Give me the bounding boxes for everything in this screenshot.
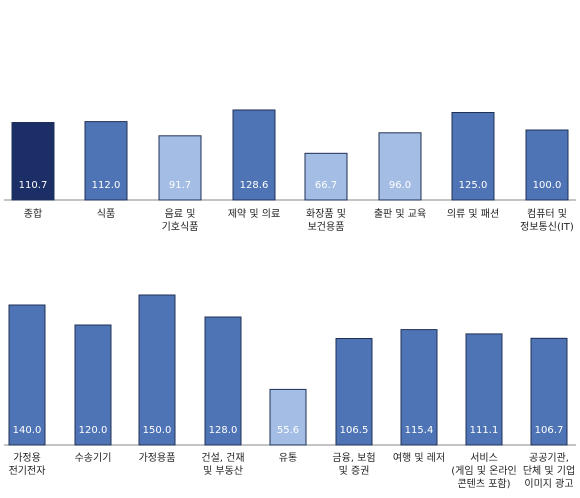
bar: [8, 304, 46, 446]
data-label: 111.1: [470, 425, 499, 436]
category-label: 출판 및 교육: [374, 208, 426, 220]
data-label: 128.0: [209, 425, 238, 436]
data-label: 120.0: [79, 425, 108, 436]
category-label: 여행 및 레저: [393, 452, 445, 464]
bar: [465, 333, 503, 446]
bar: [451, 112, 495, 201]
data-label: 106.7: [535, 425, 564, 436]
data-label: 125.0: [459, 180, 488, 191]
category-label: 수송기기: [75, 452, 112, 464]
category-label: 금융, 보험 및 증권: [332, 452, 375, 477]
data-label: 140.0: [13, 425, 42, 436]
bar: [84, 121, 128, 201]
bar: [232, 109, 276, 201]
bar: [74, 324, 112, 446]
data-label: 106.5: [340, 425, 369, 436]
bar: [335, 338, 373, 446]
category-label: 제약 및 의료: [228, 208, 280, 220]
category-label: 가정용품: [139, 452, 176, 464]
category-label: 종합: [24, 208, 42, 220]
bar: [304, 152, 348, 201]
bar: [269, 388, 307, 446]
category-label: 음료 및 기호식품: [162, 208, 199, 233]
category-label: 서비스 (게임 및 온라인 콘텐츠 포함): [451, 452, 516, 490]
chart-panel-bottom: 140.0 가정용 전기전자 120.0 수송기기 150.0 가정용품 128.0 건설, 건…: [4, 294, 576, 490]
category-label: 가정용 전기전자: [9, 452, 46, 477]
data-label: 112.0: [92, 180, 121, 191]
chart-panel-top: 110.7 종합 112.0 식품 91.7 음료 및 기호식품 128.6 제약 및 의료 66…: [4, 109, 576, 233]
bar: [158, 135, 202, 201]
category-label: 유통: [279, 452, 297, 464]
data-label: 91.7: [169, 180, 191, 191]
category-label: 건설, 건재 및 부동산: [201, 452, 244, 477]
data-label: 100.0: [533, 180, 562, 191]
category-label: 의류 및 패션: [447, 208, 499, 220]
bar: [138, 294, 176, 446]
bar: [11, 122, 55, 201]
category-label: 화장품 및 보건용품: [306, 208, 346, 233]
category-label: 식품: [97, 208, 115, 220]
data-label: 115.4: [405, 425, 434, 436]
bar: [378, 132, 422, 201]
category-label: 공공기관, 단체 및 기업 이미지 광고: [523, 452, 575, 490]
data-label: 128.6: [240, 180, 269, 191]
bar: [525, 129, 569, 201]
data-label: 66.7: [315, 180, 337, 191]
data-label: 55.6: [277, 425, 299, 436]
bar: [400, 329, 438, 446]
data-label: 96.0: [389, 180, 411, 191]
data-label: 110.7: [19, 180, 48, 191]
data-label: 150.0: [143, 425, 172, 436]
category-label: 컴퓨터 및 정보통신(IT): [520, 208, 574, 233]
bar: [530, 337, 568, 446]
bar: [204, 316, 242, 446]
